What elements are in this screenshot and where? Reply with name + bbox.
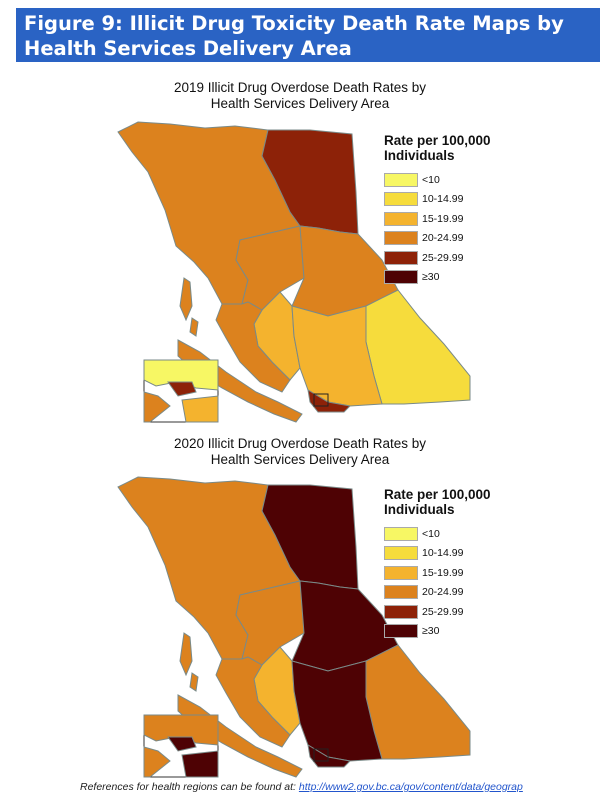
map-2020 — [117, 476, 471, 778]
legend-label: 10-14.99 — [422, 193, 464, 206]
map-2019-title-line1: 2019 Illicit Drug Overdose Death Rates b… — [173, 80, 427, 95]
region-coast — [215, 656, 291, 748]
legend-swatch — [384, 546, 418, 561]
legend-item: <10 — [384, 170, 524, 190]
island-2 — [189, 317, 199, 337]
region-south — [291, 305, 383, 407]
legend-swatch — [384, 192, 418, 207]
legend-swatch — [384, 624, 418, 639]
island-1 — [179, 632, 193, 677]
legend-title-line1: Rate per 100,000 — [384, 487, 491, 502]
inset-region — [143, 391, 171, 423]
legend-2019: Rate per 100,000 Individuals <10 10-14.99… — [384, 133, 524, 287]
legend-swatch — [384, 565, 418, 580]
legend-item: <10 — [384, 524, 524, 544]
region-se_kootenay — [365, 644, 471, 760]
legend-label: 25-29.99 — [422, 605, 464, 618]
legend-label: <10 — [422, 527, 440, 540]
legend-item: 10-14.99 — [384, 190, 524, 210]
legend-title: Rate per 100,000 Individuals — [384, 487, 524, 517]
legend-title-line1: Rate per 100,000 — [384, 133, 491, 148]
map-2019 — [117, 121, 471, 423]
inset-region — [143, 746, 171, 778]
inset-locator-box — [313, 748, 329, 762]
legend-label: 15-19.99 — [422, 212, 464, 225]
legend-title-line2: Individuals — [384, 148, 455, 163]
legend-item: 15-19.99 — [384, 209, 524, 229]
legend-item: 20-24.99 — [384, 229, 524, 249]
region-south — [291, 660, 383, 762]
inset-region — [181, 395, 219, 423]
inset-region — [167, 736, 197, 752]
legend-swatch — [384, 172, 418, 187]
map-2020-title-line1: 2020 Illicit Drug Overdose Death Rates b… — [173, 436, 427, 451]
legend-swatch — [384, 231, 418, 246]
legend-title-line2: Individuals — [384, 502, 455, 517]
legend-label: ≥30 — [422, 625, 440, 638]
legend-item: ≥30 — [384, 268, 524, 288]
legend-item: 20-24.99 — [384, 583, 524, 603]
figure-title-line2: Health Services Delivery Area — [24, 37, 352, 60]
legend-label: 10-14.99 — [422, 547, 464, 560]
map-2020-title-line2: Health Services Delivery Area — [210, 452, 390, 467]
legend-rows: <10 10-14.99 15-19.99 20-24.99 25-29.99 ≥30 — [384, 524, 524, 641]
figure-title-line1: Figure 9: Illicit Drug Toxicity Death Ra… — [24, 12, 564, 35]
legend-swatch — [384, 604, 418, 619]
region-central_w — [235, 225, 305, 311]
map-2019-title: 2019 Illicit Drug Overdose Death Rates b… — [130, 80, 470, 112]
legend-label: 20-24.99 — [422, 232, 464, 245]
region-central_w — [235, 580, 305, 666]
legend-label: <10 — [422, 173, 440, 186]
legend-rows: <10 10-14.99 15-19.99 20-24.99 25-29.99 ≥30 — [384, 170, 524, 287]
legend-item: ≥30 — [384, 622, 524, 642]
inset-region — [167, 381, 197, 397]
legend-item: 10-14.99 — [384, 544, 524, 564]
footer-reference: References for health regions can be fou… — [80, 781, 523, 793]
inset-map — [143, 359, 219, 423]
legend-item: 25-29.99 — [384, 602, 524, 622]
inset-region — [181, 750, 219, 778]
inset-map — [143, 714, 219, 778]
region-coast — [215, 301, 291, 393]
legend-swatch — [384, 211, 418, 226]
footer-link[interactable]: http://www2.gov.bc.ca/gov/content/data/g… — [298, 781, 523, 793]
footer-text: References for health regions can be fou… — [80, 781, 296, 793]
legend-label: 25-29.99 — [422, 251, 464, 264]
map-2020-title: 2020 Illicit Drug Overdose Death Rates b… — [130, 436, 470, 468]
legend-swatch — [384, 585, 418, 600]
legend-item: 25-29.99 — [384, 248, 524, 268]
legend-swatch — [384, 250, 418, 265]
figure-header: Figure 9: Illicit Drug Toxicity Death Ra… — [16, 8, 600, 62]
legend-swatch — [384, 270, 418, 285]
legend-label: 20-24.99 — [422, 586, 464, 599]
legend-label: 15-19.99 — [422, 566, 464, 579]
island-1 — [179, 277, 193, 322]
legend-swatch — [384, 526, 418, 541]
legend-label: ≥30 — [422, 271, 440, 284]
legend-title: Rate per 100,000 Individuals — [384, 133, 524, 163]
map-2019-title-line2: Health Services Delivery Area — [210, 96, 390, 111]
legend-2020: Rate per 100,000 Individuals <10 10-14.99… — [384, 487, 524, 641]
island-2 — [189, 672, 199, 692]
legend-item: 15-19.99 — [384, 563, 524, 583]
inset-locator-box — [313, 393, 329, 407]
region-se_kootenay — [365, 289, 471, 405]
